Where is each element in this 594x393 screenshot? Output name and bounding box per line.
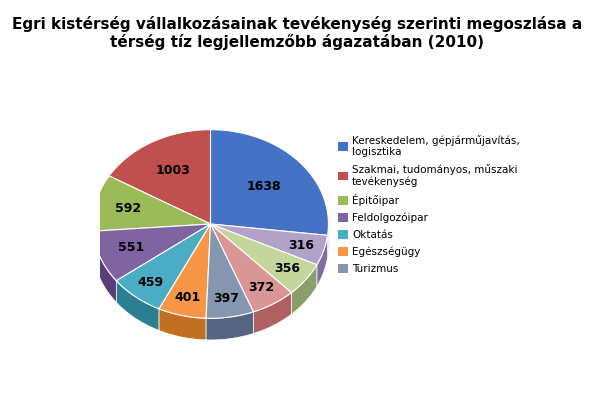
Text: 397: 397 — [213, 292, 239, 305]
Polygon shape — [210, 224, 292, 312]
Polygon shape — [159, 309, 206, 340]
Polygon shape — [206, 312, 254, 340]
Text: 372: 372 — [248, 281, 274, 294]
Polygon shape — [327, 226, 328, 257]
Polygon shape — [254, 293, 292, 334]
Polygon shape — [109, 130, 210, 224]
Text: 592: 592 — [115, 202, 141, 215]
Text: 459: 459 — [138, 276, 164, 289]
Polygon shape — [93, 231, 116, 302]
Text: Egri kistérség vállalkozásainak tevékenység szerinti megoszlása a
térség tíz leg: Egri kistérség vállalkozásainak tevékeny… — [12, 16, 582, 50]
Polygon shape — [116, 281, 159, 331]
Text: 1003: 1003 — [155, 164, 190, 177]
Polygon shape — [210, 224, 327, 265]
Polygon shape — [159, 224, 210, 318]
Polygon shape — [210, 224, 317, 293]
Text: 316: 316 — [288, 239, 314, 252]
Polygon shape — [317, 235, 327, 286]
Legend: Kereskedelem, gépjárműjavítás,
logisztika, Szakmai, tudományos, műszaki
tevékeny: Kereskedelem, gépjárműjavítás, logisztik… — [337, 135, 520, 274]
Polygon shape — [206, 224, 254, 318]
Polygon shape — [116, 224, 210, 309]
Text: 1638: 1638 — [246, 180, 281, 193]
Polygon shape — [93, 224, 210, 281]
Text: 551: 551 — [118, 241, 144, 255]
Text: 356: 356 — [274, 262, 300, 275]
Text: 401: 401 — [175, 291, 201, 304]
Polygon shape — [292, 265, 317, 314]
Polygon shape — [210, 130, 328, 235]
Polygon shape — [93, 176, 210, 231]
